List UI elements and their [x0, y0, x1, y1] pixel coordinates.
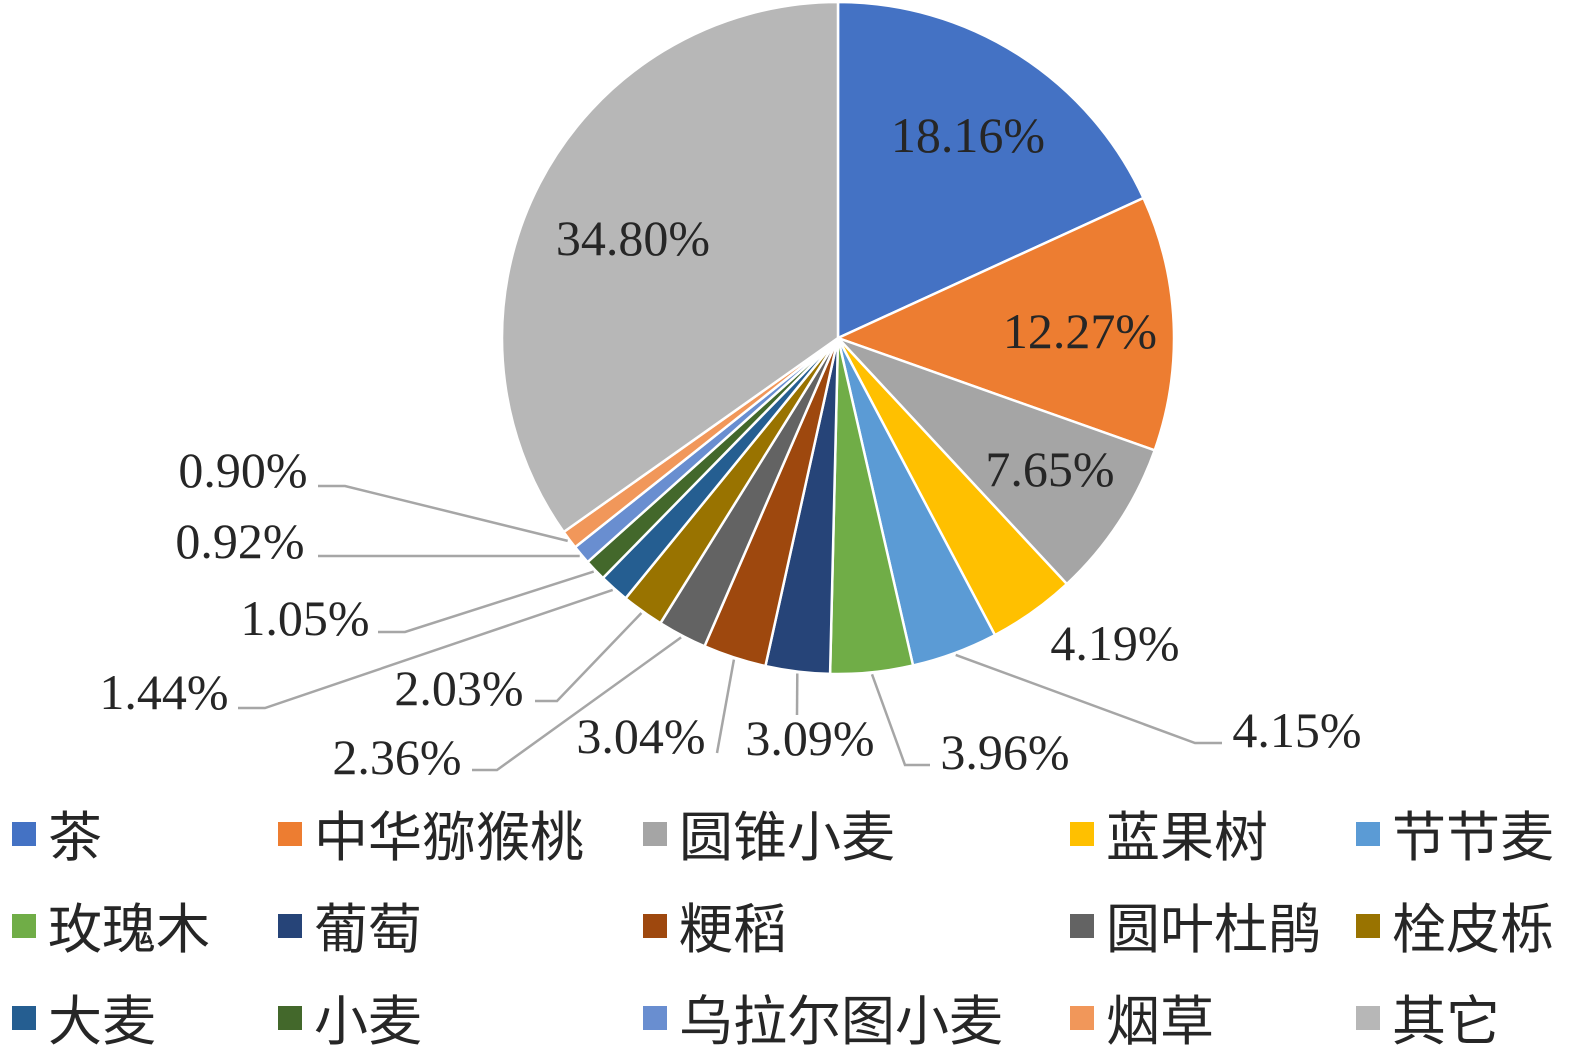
legend-item: 葡萄	[278, 900, 422, 960]
legend-swatch	[1356, 822, 1380, 846]
data-label: 18.16%	[891, 107, 1045, 163]
legend-label: 大麦	[48, 992, 156, 1052]
data-label: 34.80%	[556, 210, 710, 266]
legend-label: 粳稻	[679, 900, 787, 960]
legend-item: 其它	[1356, 992, 1500, 1052]
data-label: 3.09%	[745, 710, 874, 766]
legend-swatch	[1356, 1006, 1380, 1030]
data-label: 2.03%	[394, 660, 523, 716]
legend-label: 栓皮栎	[1392, 900, 1554, 960]
legend-swatch	[278, 822, 302, 846]
legend-item: 烟草	[1070, 992, 1214, 1052]
legend-item: 栓皮栎	[1356, 900, 1554, 960]
legend-item: 茶	[12, 808, 102, 868]
legend-label: 中华猕猴桃	[314, 808, 584, 868]
leader-line	[717, 660, 734, 753]
leader-line	[872, 674, 930, 765]
legend-item: 圆叶杜鹃	[1070, 900, 1322, 960]
leader-line	[318, 486, 568, 541]
data-label: 0.92%	[175, 513, 304, 569]
data-label: 1.44%	[99, 664, 228, 720]
legend-item: 圆锥小麦	[643, 808, 895, 868]
legend-item: 大麦	[12, 992, 156, 1052]
data-label: 7.65%	[985, 441, 1114, 497]
data-label: 12.27%	[1003, 303, 1157, 359]
legend-item: 乌拉尔图小麦	[643, 992, 1003, 1052]
legend-label: 玫瑰木	[48, 900, 210, 960]
legend-swatch	[12, 914, 36, 938]
legend-label: 圆叶杜鹃	[1106, 900, 1322, 960]
legend-swatch	[643, 822, 667, 846]
leader-line	[535, 613, 641, 701]
data-label: 1.05%	[240, 590, 369, 646]
legend-label: 节节麦	[1392, 808, 1554, 868]
legend-swatch	[278, 1006, 302, 1030]
legend-item: 粳稻	[643, 900, 787, 960]
legend-item: 中华猕猴桃	[278, 808, 584, 868]
legend-label: 圆锥小麦	[679, 808, 895, 868]
legend-swatch	[643, 1006, 667, 1030]
legend-label: 小麦	[314, 992, 422, 1052]
legend-swatch	[1070, 914, 1094, 938]
data-label: 0.90%	[178, 442, 307, 498]
data-label: 4.19%	[1050, 615, 1179, 671]
data-label: 3.04%	[576, 708, 705, 764]
legend-label: 乌拉尔图小麦	[679, 992, 1003, 1052]
legend-label: 烟草	[1106, 992, 1214, 1052]
legend-item: 节节麦	[1356, 808, 1554, 868]
legend-item: 小麦	[278, 992, 422, 1052]
legend-item: 蓝果树	[1070, 808, 1268, 868]
legend-label: 茶	[48, 808, 102, 868]
legend-swatch	[278, 914, 302, 938]
legend-swatch	[643, 914, 667, 938]
legend-swatch	[12, 1006, 36, 1030]
legend-label: 葡萄	[314, 900, 422, 960]
legend-item: 玫瑰木	[12, 900, 210, 960]
data-label: 3.96%	[940, 724, 1069, 780]
data-label: 2.36%	[332, 729, 461, 785]
legend-swatch	[1356, 914, 1380, 938]
leader-line	[378, 572, 594, 632]
legend-swatch	[1070, 1006, 1094, 1030]
legend-label: 蓝果树	[1106, 808, 1268, 868]
legend-swatch	[12, 822, 36, 846]
data-label: 4.15%	[1232, 702, 1361, 758]
legend-label: 其它	[1392, 992, 1500, 1052]
legend-swatch	[1070, 822, 1094, 846]
